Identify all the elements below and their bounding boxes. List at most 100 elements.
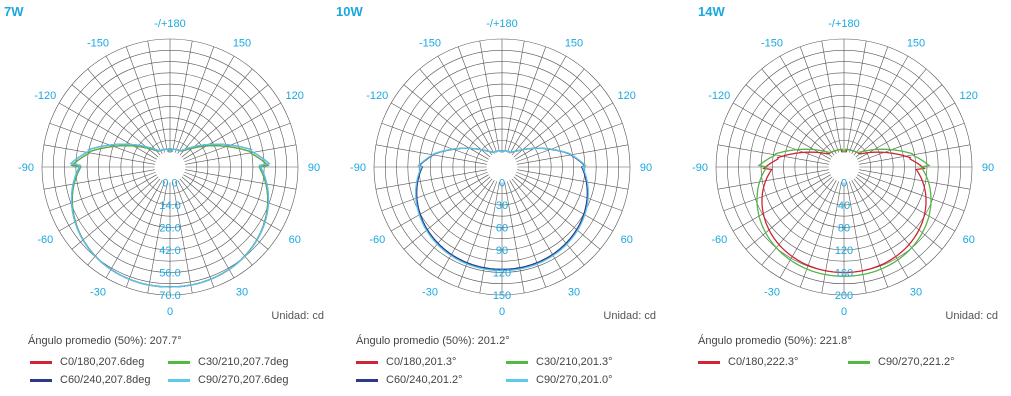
legend-label: C90/270,207.6deg <box>198 374 289 387</box>
grid-spoke <box>511 178 585 266</box>
grid-spoke <box>517 144 629 165</box>
grid-spoke <box>437 180 495 279</box>
legend-label: C30/210,207.7deg <box>198 356 289 369</box>
grid-spoke <box>457 181 498 288</box>
legend-label: C0/180,207.6deg <box>60 356 145 369</box>
angle-tick-label: 30 <box>236 287 248 299</box>
grid-spoke <box>853 178 927 266</box>
angle-tick-label: 120 <box>960 90 978 102</box>
ring-tick-label: 30 <box>496 200 508 212</box>
grid-spoke <box>779 55 837 154</box>
unit-label: Unidad: cd <box>603 310 656 322</box>
grid-spoke <box>174 46 215 153</box>
angle-tick-label: 150 <box>233 37 251 49</box>
polar-chart-10w: -/+180 150 120 90 60 30 0 -30 -60 -90 -120 -150 0 30 6… <box>350 18 656 322</box>
grid-spoke <box>779 180 837 279</box>
angle-tick-label: 150 <box>907 37 925 49</box>
legend-swatch <box>356 360 378 364</box>
polar-chart-7w: -/+180 150 120 90 60 30 0 -30 -60 -90 -120 -150 0.0 1… <box>18 18 324 322</box>
legend-item-series-2: C30/210,201.3° <box>506 356 613 374</box>
grid-spoke <box>506 46 547 153</box>
grid-spoke <box>859 144 971 165</box>
legend-swatch <box>168 360 190 364</box>
legend-swatch <box>506 378 528 382</box>
angle-tick-label: -90 <box>350 162 366 174</box>
ring-tick-label: 14.0 <box>159 200 180 212</box>
angle-tick-label: 90 <box>640 162 652 174</box>
legend-item-series-3: C60/240,207.8deg <box>30 374 151 392</box>
grid-spoke <box>848 181 889 288</box>
angle-tick-label: -60 <box>711 234 727 246</box>
legend-swatch <box>168 378 190 382</box>
unit-label: Unidad: cd <box>271 310 324 322</box>
ring-tick-label: 150 <box>493 290 511 302</box>
angle-tick-label: 150 <box>565 37 583 49</box>
angle-tick-label: 0 <box>841 306 847 318</box>
angle-tick-label: 0 <box>499 306 505 318</box>
angle-tick-label: -120 <box>708 90 730 102</box>
grid-spoke <box>105 180 163 279</box>
grid-spoke <box>184 171 291 212</box>
legend-item-series-1: C0/180,201.3° <box>356 356 456 374</box>
chart-panel-10w: 10W -/+180 150 120 90 60 30 0 -30 -60 -90 -120 -150… <box>336 0 666 396</box>
ring-tick-label: 60 <box>496 222 508 234</box>
ring-tick-label: 40 <box>838 200 850 212</box>
grid-spoke <box>513 176 601 250</box>
grid-spoke <box>43 144 155 165</box>
angle-tick-label: 30 <box>910 287 922 299</box>
grid-spoke <box>390 102 489 160</box>
grid-spoke <box>172 40 193 152</box>
chart-title: 10W <box>336 4 363 19</box>
grid-spoke <box>745 84 833 158</box>
grid-spoke <box>509 55 567 154</box>
angle-tick-label: -30 <box>422 287 438 299</box>
grid-spoke <box>723 122 830 163</box>
legend-item-series-1: C0/180,222.3° <box>698 356 798 374</box>
angle-tick-label: 60 <box>621 234 633 246</box>
angle-tick-label: -60 <box>369 234 385 246</box>
polar-grid <box>373 38 631 296</box>
series-curve <box>756 148 932 277</box>
grid-spoke <box>858 171 965 212</box>
grid-spoke <box>857 102 956 160</box>
beam-angle-caption: Ángulo promedio (50%): 201.2° <box>356 335 510 347</box>
angle-tick-label: -90 <box>18 162 34 174</box>
legend: C0/180,222.3° C90/270,221.2° <box>678 356 1008 396</box>
legend-item-series-2: C30/210,207.7deg <box>168 356 289 374</box>
grid-spoke <box>515 174 614 232</box>
grid-spoke <box>509 180 567 279</box>
grid-spoke <box>181 176 269 250</box>
angle-tick-label: 30 <box>568 287 580 299</box>
grid-spoke <box>515 102 614 160</box>
legend-item-series-3: C60/240,201.2° <box>356 374 463 392</box>
grid-spoke <box>403 84 491 158</box>
legend-swatch <box>506 360 528 364</box>
angle-tick-label: -/+180 <box>154 18 186 30</box>
grid-spoke <box>49 122 156 163</box>
grid-spoke <box>49 171 156 212</box>
angle-tick-label: -120 <box>34 90 56 102</box>
angle-tick-label: 120 <box>286 90 304 102</box>
grid-spoke <box>517 169 629 190</box>
grid-spoke <box>858 122 965 163</box>
grid-spoke <box>147 40 168 152</box>
grid-spoke <box>717 144 829 165</box>
ring-tick-label: 0 <box>841 177 847 189</box>
series-curve <box>761 148 927 274</box>
grid-spoke <box>185 144 297 165</box>
grid-spoke <box>848 46 889 153</box>
angle-tick-label: -/+180 <box>486 18 518 30</box>
unit-label: Unidad: cd <box>945 310 998 322</box>
grid-spoke <box>821 40 842 152</box>
grid-spoke <box>745 176 833 250</box>
legend-label: C30/210,201.3° <box>536 356 613 369</box>
ring-tick-label: 80 <box>838 222 850 234</box>
legend-label: C90/270,201.0° <box>536 374 613 387</box>
angle-tick-label: 90 <box>982 162 994 174</box>
ring-tick-label: 28.0 <box>159 222 180 234</box>
legend-swatch <box>698 360 720 364</box>
grid-spoke <box>181 84 269 158</box>
angle-tick-label: 0 <box>167 306 173 318</box>
beam-angle-caption: Ángulo promedio (50%): 221.8° <box>698 335 852 347</box>
grid-spoke <box>183 102 282 160</box>
